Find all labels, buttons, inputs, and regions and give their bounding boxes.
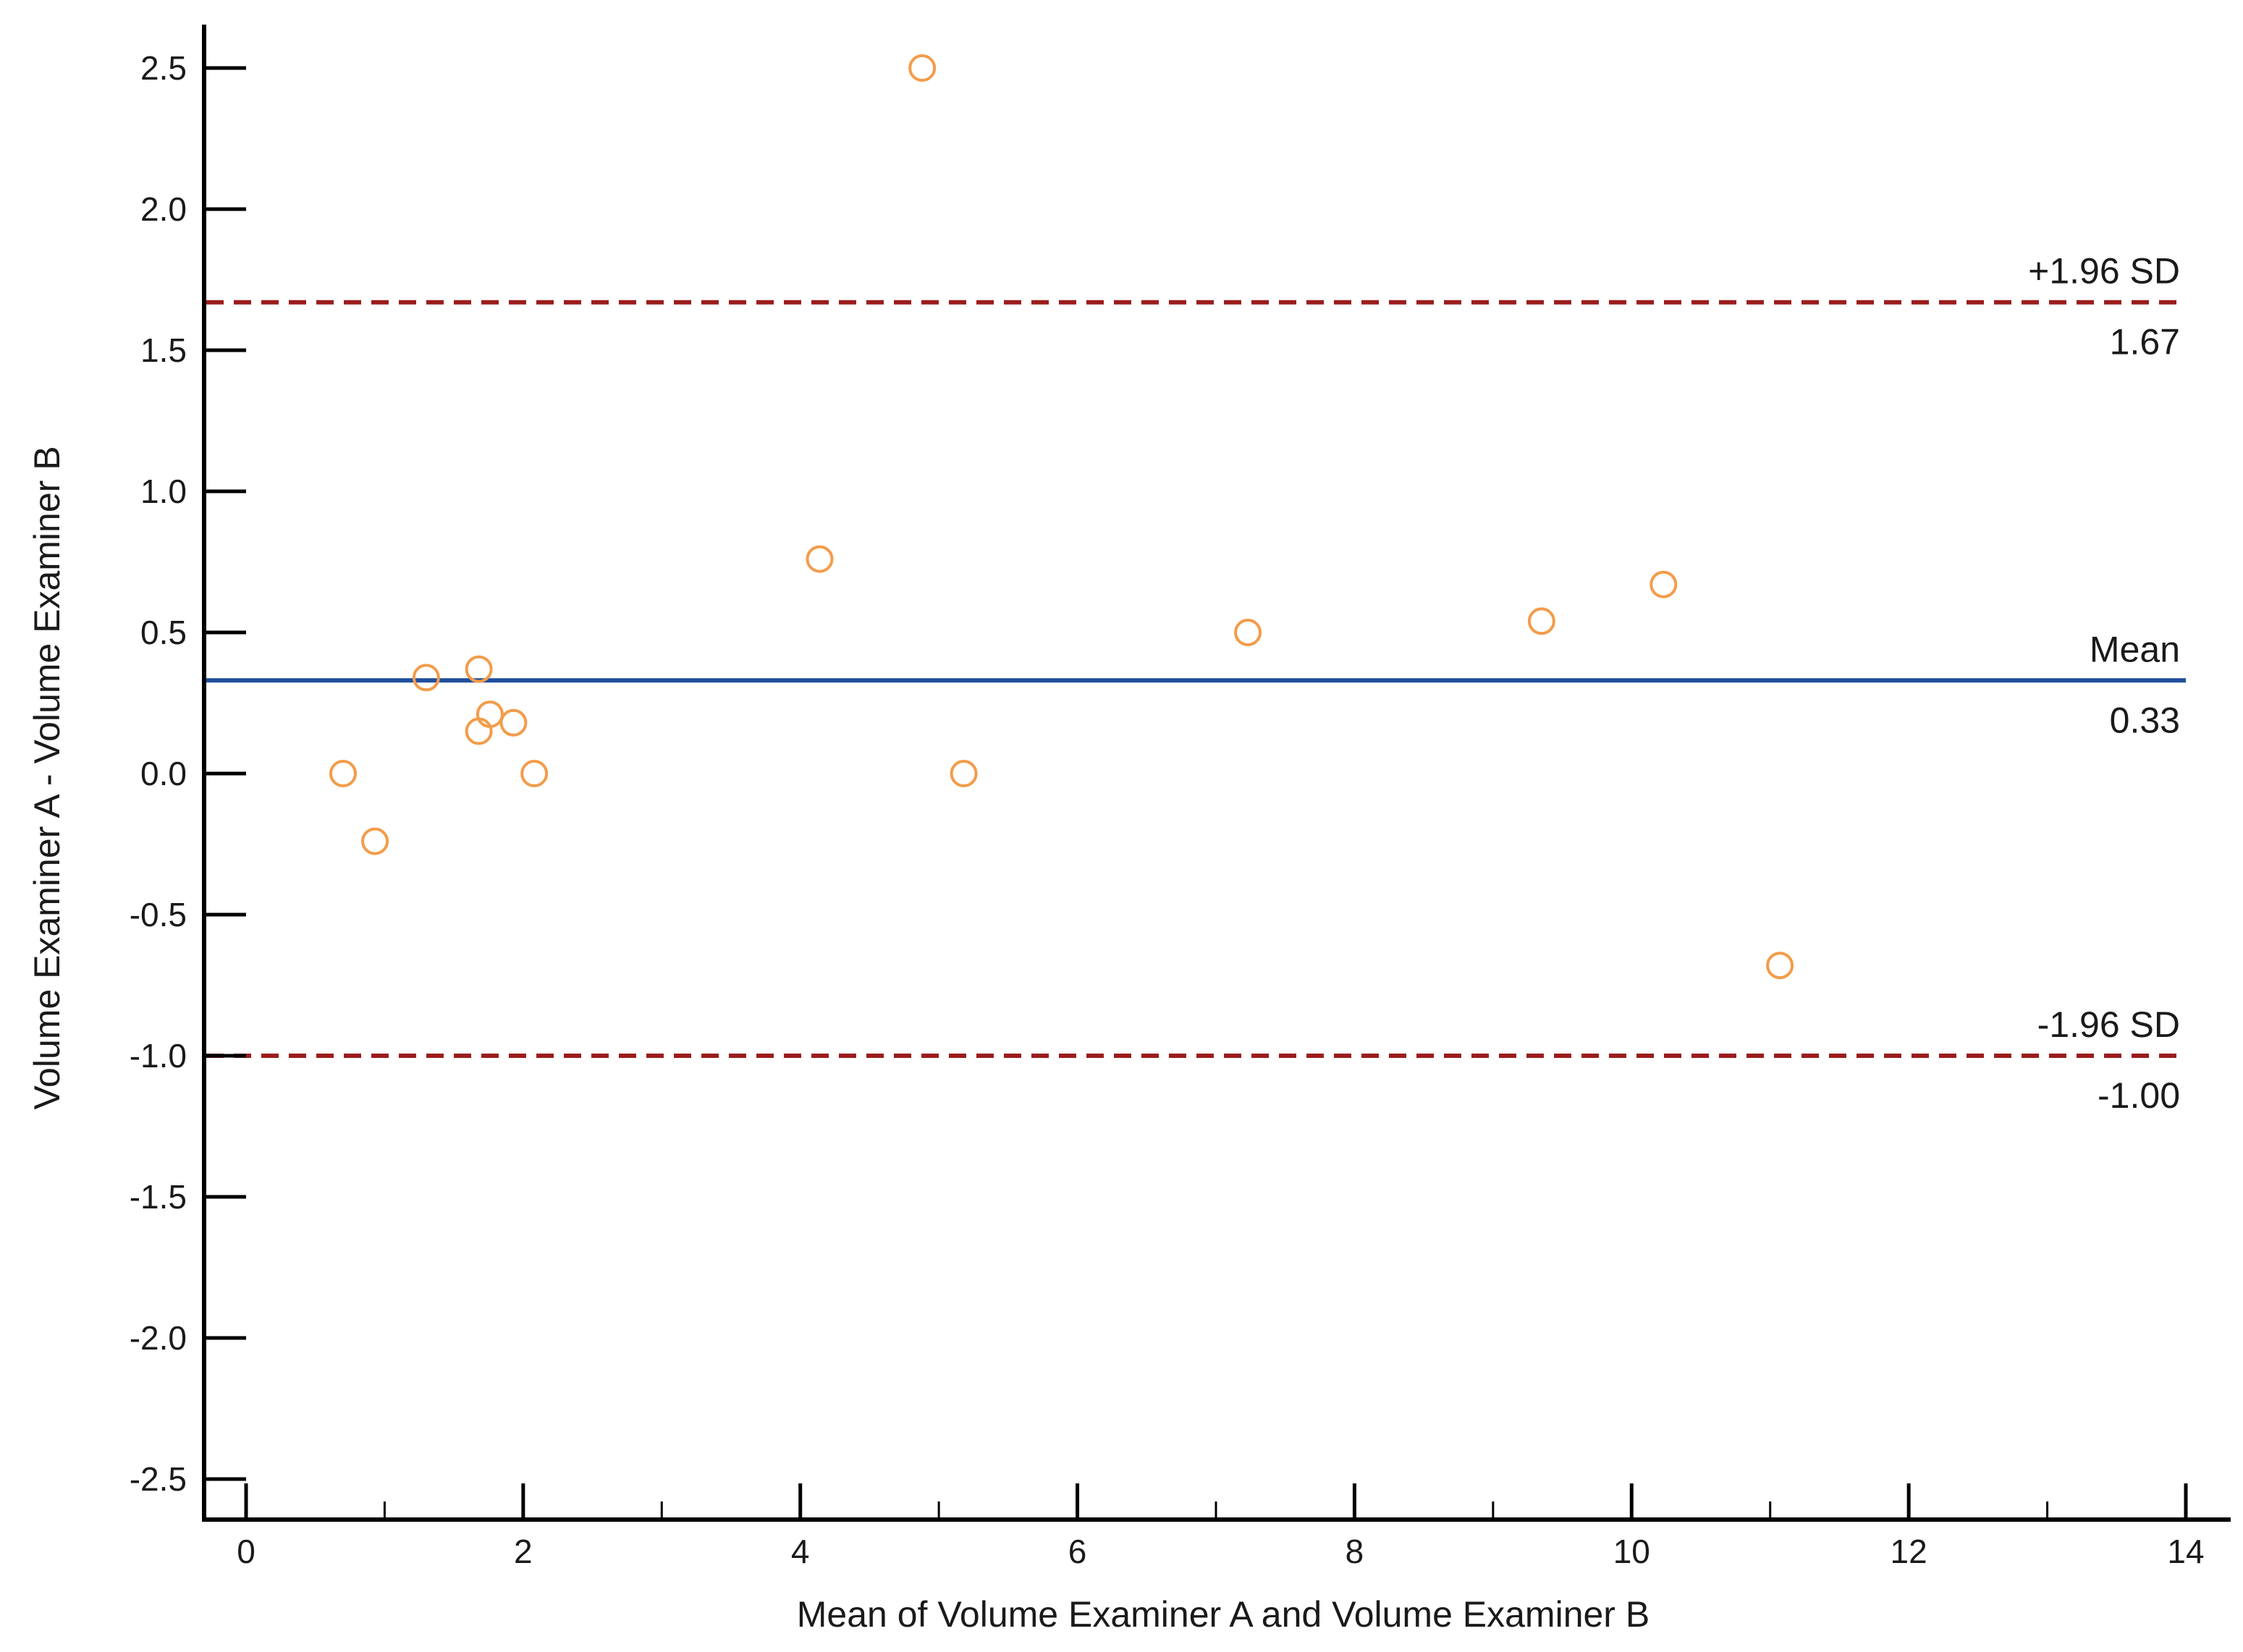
axes [202,25,2231,1522]
y-tick-label: -2.0 [130,1319,187,1357]
x-tick-label: 4 [791,1533,810,1570]
x-tick-label: 12 [1891,1533,1927,1570]
data-point [412,664,440,692]
y-tick-label: 1.5 [140,331,187,369]
data-point [1766,952,1794,980]
y-tick-label: 1.0 [140,473,187,510]
data-point [806,545,834,573]
y-axis-ticks: 2.5 2.0 1.5 1.0 0.5 0.0 -0.5 -1.0 -1.5 -2.0 -2.5 [130,49,246,1498]
x-tick-label: 14 [2167,1533,2204,1570]
reference-line-value: 0.33 [2110,700,2180,740]
y-tick-label: 0.0 [140,755,187,792]
data-points [329,54,1794,980]
data-point [1649,570,1678,598]
data-point [476,700,504,729]
y-tick-label: 2.0 [140,190,187,228]
data-point [329,760,357,787]
data-point [950,760,978,787]
y-tick-label: 2.5 [140,49,187,87]
y-tick-label: -1.5 [130,1178,187,1216]
x-axis-title: Mean of Volume Examiner A and Volume Exa… [797,1594,1649,1635]
data-point [465,655,493,683]
y-tick-label: -2.5 [130,1460,187,1498]
y-tick-label: -0.5 [130,896,187,933]
x-tick-label: 8 [1346,1533,1364,1570]
x-tick-label: 0 [237,1533,255,1570]
reference-line-value: 1.67 [2110,322,2180,363]
y-axis-title: Volume Examiner A - Volume Examiner B [27,446,67,1109]
x-tick-label: 6 [1068,1533,1087,1570]
reference-line-value: -1.00 [2098,1075,2180,1116]
data-point [1234,619,1262,646]
data-point [465,717,493,745]
reference-line-name: Mean [2090,629,2180,669]
x-axis-ticks: 0 2 4 6 8 10 12 14 [237,1483,2205,1570]
y-tick-label: -1.0 [130,1037,187,1075]
data-point [1527,607,1555,635]
x-tick-label: 2 [514,1533,533,1570]
reference-line-name: +1.96 SD [2028,251,2180,292]
x-tick-label: 10 [1613,1533,1650,1570]
data-point [908,54,937,82]
reference-line-name: -1.96 SD [2037,1004,2180,1045]
data-point [499,708,528,737]
reference-lines: +1.96 SD 1.67 Mean 0.33 -1.96 SD -1.00 [206,251,2186,1116]
data-point [361,827,389,855]
data-point [520,760,549,787]
y-tick-label: 0.5 [140,614,187,651]
